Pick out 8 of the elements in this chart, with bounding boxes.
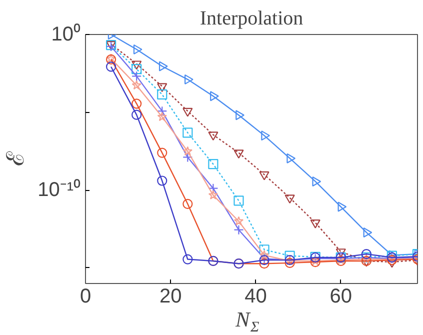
y-tick-label: 10⁻¹⁰ [38, 178, 80, 202]
y-tick-label: 10⁰ [51, 22, 81, 46]
x-tick-label: 0 [80, 286, 92, 308]
x-tick-label: 60 [330, 286, 352, 308]
chart-title: Interpolation [200, 8, 304, 30]
x-tick-label: 40 [244, 286, 267, 308]
x-tick-label: 20 [160, 286, 182, 308]
y-axis-title: ℰ [4, 151, 30, 166]
